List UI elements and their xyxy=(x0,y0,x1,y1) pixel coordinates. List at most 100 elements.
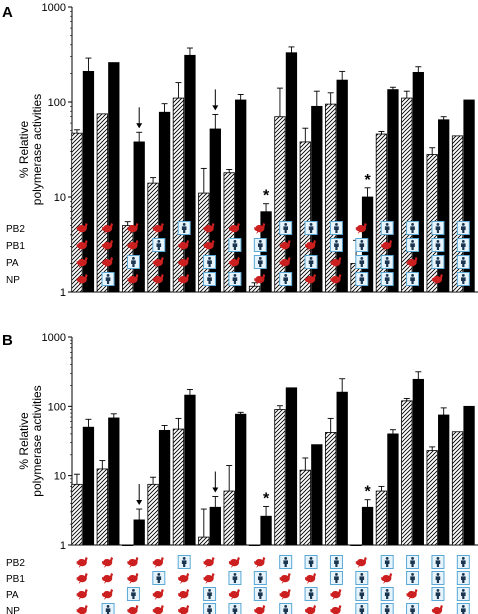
bar-solid xyxy=(235,413,247,546)
human-figure-icon xyxy=(380,272,394,286)
avian-bird-icon xyxy=(305,274,317,285)
y-tick-label: 100 xyxy=(48,97,66,109)
y-tick-label: 1 xyxy=(60,540,66,552)
bar-solid xyxy=(336,391,348,546)
avian-bird-icon xyxy=(431,274,443,285)
avian-bird-icon xyxy=(152,605,164,614)
bar-solid xyxy=(361,506,374,546)
bar-solid xyxy=(463,99,475,293)
avian-bird-icon xyxy=(406,589,418,600)
human-figure-icon xyxy=(253,238,267,252)
avian-bird-icon xyxy=(76,274,88,285)
y-tick-label: 1000 xyxy=(42,332,66,344)
bar-hatched xyxy=(401,400,413,546)
human-figure-icon xyxy=(126,587,140,601)
avian-bird-icon xyxy=(178,589,190,600)
human-figure-icon xyxy=(456,587,470,601)
avian-bird-icon xyxy=(127,274,139,285)
avian-bird-icon xyxy=(279,573,291,584)
avian-bird-icon xyxy=(152,257,164,268)
bar-hatched xyxy=(451,135,464,293)
avian-bird-icon xyxy=(127,557,139,568)
human-figure-icon xyxy=(380,255,394,269)
human-figure-icon xyxy=(456,238,470,252)
human-figure-icon xyxy=(329,571,343,585)
bar-hatched xyxy=(71,483,83,546)
human-figure-icon xyxy=(203,603,217,614)
bar-hatched xyxy=(350,544,362,547)
human-figure-icon xyxy=(431,571,445,585)
bar-hatched xyxy=(375,490,388,546)
avian-bird-icon xyxy=(279,589,291,600)
panel-b: B % Relative polymerase activities 1 10 100 10… xyxy=(2,332,478,614)
human-figure-icon xyxy=(329,555,343,569)
arrowhead-icon xyxy=(136,123,143,129)
bar-hatched xyxy=(96,468,108,546)
avian-bird-icon xyxy=(406,257,418,268)
human-figure-icon xyxy=(253,587,267,601)
row-label-pb1: PB1 xyxy=(6,574,25,585)
y-tick-label: 10 xyxy=(54,471,66,483)
bar-hatched xyxy=(451,431,464,546)
human-figure-icon xyxy=(431,555,445,569)
bar-solid xyxy=(285,52,298,293)
bar-hatched xyxy=(223,490,235,546)
row-label-np: NP xyxy=(6,606,20,614)
human-figure-icon xyxy=(203,587,217,601)
human-figure-icon xyxy=(228,571,242,585)
human-figure-icon xyxy=(228,603,242,614)
row-label-pb1: PB1 xyxy=(6,241,25,252)
human-figure-icon xyxy=(456,255,470,269)
avian-bird-icon xyxy=(355,557,367,568)
human-figure-icon xyxy=(279,221,293,235)
human-figure-icon xyxy=(355,587,369,601)
avian-bird-icon xyxy=(330,605,342,614)
avian-bird-icon xyxy=(127,240,139,251)
avian-bird-icon xyxy=(381,573,393,584)
y-axis-label: % Relative xyxy=(17,120,31,178)
bar-solid xyxy=(82,426,95,546)
bar-solid xyxy=(133,519,145,546)
bar-hatched xyxy=(299,141,311,293)
avian-bird-icon xyxy=(76,257,88,268)
bar-solid xyxy=(184,394,196,546)
human-figure-icon xyxy=(406,221,420,235)
human-figure-icon xyxy=(406,238,420,252)
bar-hatched xyxy=(274,409,286,546)
avian-bird-icon xyxy=(330,257,342,268)
human-figure-icon xyxy=(203,255,217,269)
avian-bird-icon xyxy=(152,557,164,568)
human-figure-icon xyxy=(279,272,293,286)
human-figure-icon xyxy=(304,255,318,269)
bar-solid xyxy=(184,54,196,293)
bar-solid xyxy=(438,414,450,546)
human-figure-icon xyxy=(279,555,293,569)
human-figure-icon xyxy=(456,221,470,235)
human-figure-icon xyxy=(228,272,242,286)
avian-bird-icon xyxy=(76,573,88,584)
y-tick-label: 1000 xyxy=(42,2,66,14)
avian-bird-icon xyxy=(203,240,215,251)
avian-bird-icon xyxy=(76,605,88,614)
avian-bird-icon xyxy=(102,240,114,251)
avian-bird-icon xyxy=(102,557,114,568)
human-figure-icon xyxy=(126,255,140,269)
bar-solid xyxy=(412,378,424,546)
human-figure-icon xyxy=(431,255,445,269)
bar-solid xyxy=(108,417,120,546)
avian-bird-icon xyxy=(279,257,291,268)
human-figure-icon xyxy=(329,221,343,235)
avian-bird-icon xyxy=(178,257,190,268)
human-figure-icon xyxy=(456,571,470,585)
bar-solid xyxy=(158,429,171,546)
avian-bird-icon xyxy=(355,223,367,234)
avian-bird-icon xyxy=(254,605,266,614)
bar-solid xyxy=(387,433,399,546)
avian-bird-icon xyxy=(178,274,190,285)
human-figure-icon xyxy=(431,221,445,235)
bar-hatched xyxy=(325,432,337,546)
bar-solid xyxy=(82,70,95,293)
human-figure-icon xyxy=(406,603,420,614)
human-figure-icon xyxy=(456,603,470,614)
